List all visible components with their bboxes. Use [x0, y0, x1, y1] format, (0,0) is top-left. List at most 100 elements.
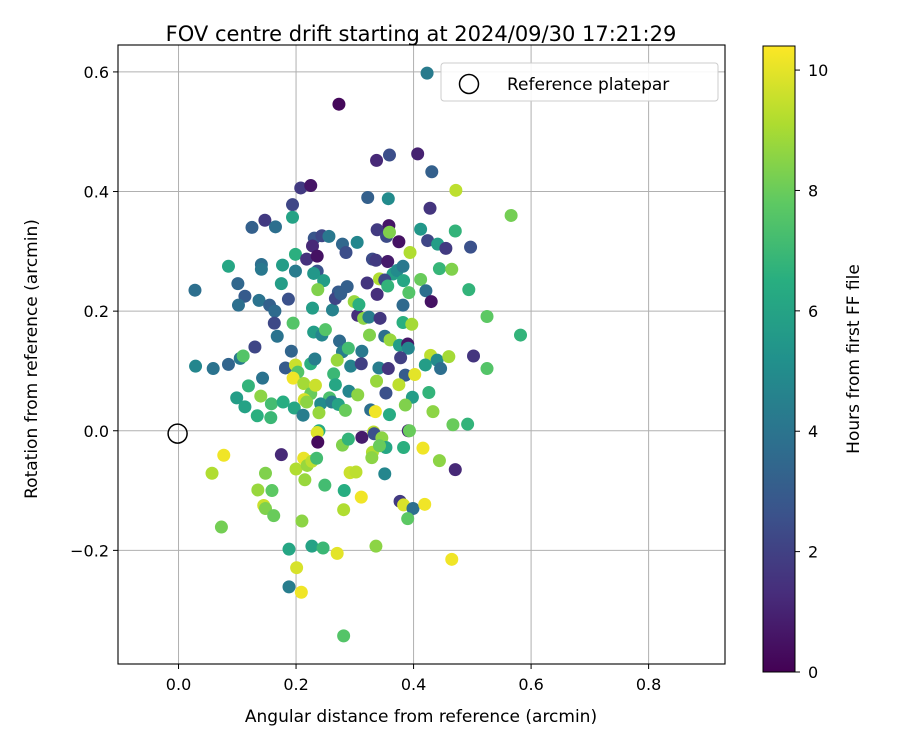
data-point [383, 333, 397, 347]
data-point [421, 234, 435, 248]
data-point [418, 358, 432, 372]
colorbar-tick-label: 10 [808, 61, 828, 80]
x-axis-label: Angular distance from reference (arcmin) [245, 707, 597, 727]
data-point [258, 466, 272, 480]
data-point [267, 316, 281, 330]
data-point [365, 451, 379, 465]
data-point [282, 580, 296, 594]
data-point [264, 397, 278, 411]
legend-box [440, 62, 719, 102]
data-point [382, 408, 396, 422]
data-point [294, 585, 308, 599]
data-point [361, 191, 375, 205]
data-point [355, 430, 369, 444]
data-point [270, 329, 284, 343]
data-point [241, 379, 255, 393]
y-tick-label: 0.2 [84, 302, 109, 321]
data-point [392, 235, 406, 249]
y-tick-label: −0.2 [70, 541, 109, 560]
data-point [288, 247, 302, 261]
data-point [328, 378, 342, 392]
data-point [480, 310, 494, 324]
data-point [369, 539, 383, 553]
data-point [339, 246, 353, 260]
data-point [449, 183, 463, 197]
data-point [230, 391, 244, 405]
data-point [310, 426, 324, 440]
grid-lines [118, 45, 725, 664]
data-point [401, 512, 415, 526]
colorbar-tick-label: 4 [808, 422, 818, 441]
data-point [338, 403, 352, 417]
data-point [362, 310, 376, 324]
data-point [251, 483, 265, 497]
data-point [372, 439, 386, 453]
data-point [341, 341, 355, 355]
data-point [287, 401, 301, 415]
data-point [398, 368, 412, 382]
data-point [337, 503, 351, 517]
colorbar-ticks: 0 2 4 6 8 10 [795, 61, 828, 682]
data-point [300, 395, 314, 409]
data-point [379, 386, 393, 400]
data-point [419, 284, 433, 298]
data-point [396, 298, 410, 312]
data-point [439, 241, 453, 255]
data-point [368, 405, 382, 419]
data-point [205, 466, 219, 480]
data-point [467, 349, 481, 363]
data-point [432, 454, 446, 468]
data-point [355, 344, 369, 358]
data-point [308, 352, 322, 366]
data-point [426, 405, 440, 419]
data-point [344, 359, 358, 373]
data-point [360, 276, 374, 290]
data-point [236, 349, 250, 363]
data-point [278, 361, 292, 375]
data-point [382, 148, 396, 162]
data-point [250, 409, 264, 423]
data-point [446, 418, 460, 432]
data-point [264, 411, 278, 425]
plot-frame [117, 44, 726, 665]
data-point [311, 435, 325, 449]
data-point [206, 362, 220, 376]
x-axis-ticks: 0.0 0.2 0.4 0.6 0.8 [166, 664, 661, 694]
x-tick-label: 0.8 [636, 675, 661, 694]
data-point [298, 473, 312, 487]
data-point [354, 490, 368, 504]
data-point [305, 239, 319, 253]
data-point [341, 432, 355, 446]
data-point [274, 448, 288, 462]
x-tick-label: 0.6 [518, 675, 543, 694]
data-point [310, 451, 324, 465]
data-point [372, 361, 386, 375]
data-point [408, 368, 422, 382]
data-point [403, 246, 417, 260]
data-point [254, 389, 268, 403]
data-point [316, 541, 330, 555]
data-point [311, 283, 325, 297]
data-point [305, 301, 319, 315]
data-point [258, 213, 272, 227]
data-point [352, 298, 366, 312]
data-point [462, 283, 476, 297]
data-point [325, 303, 339, 317]
data-point [188, 283, 202, 297]
data-point [369, 253, 383, 267]
data-point [418, 497, 432, 511]
data-point [245, 220, 259, 234]
chart-title: FOV centre drift starting at 2024/09/30 … [166, 22, 677, 46]
data-point [337, 629, 351, 643]
data-point [281, 292, 295, 306]
data-point [307, 266, 321, 280]
data-point [370, 374, 384, 388]
data-point [350, 235, 364, 249]
data-point [189, 359, 203, 373]
data-point [434, 362, 448, 376]
data-point [231, 277, 245, 291]
data-point [308, 378, 322, 392]
data-point [405, 317, 419, 331]
data-point [284, 344, 298, 358]
